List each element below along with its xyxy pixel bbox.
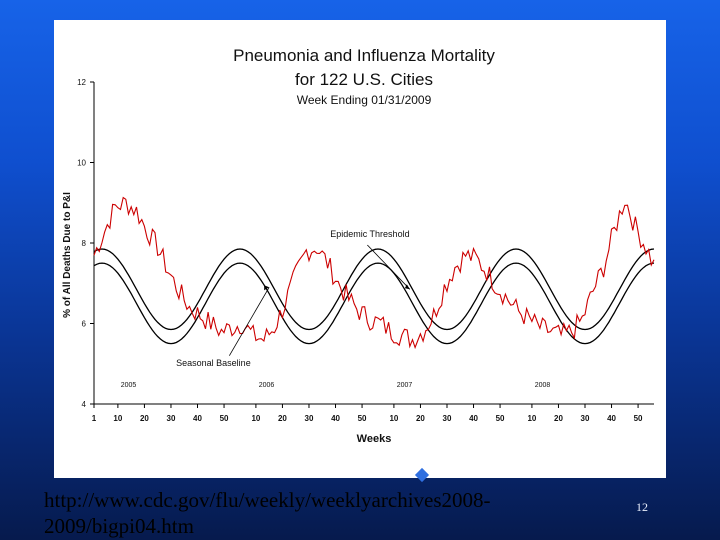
seasonal-baseline-annotation: Seasonal Baseline: [176, 358, 251, 368]
year-label: 2008: [535, 382, 551, 389]
x-tick-label: 40: [469, 414, 478, 423]
x-tick-label: 20: [278, 414, 287, 423]
x-tick-label: 40: [193, 414, 202, 423]
threshold-arrowhead: [404, 284, 410, 290]
epidemic-threshold-line: [93, 248, 655, 331]
x-tick-label: 20: [140, 414, 149, 423]
baseline-annotation-arrow: [229, 287, 270, 356]
threshold-annotation-arrow: [367, 244, 411, 290]
chart-panel: 4 6 8 10 12 1 10 20 30 40 50 10 20 30 40 50 10 20 30 40 50 10…: [54, 20, 666, 478]
x-tick-label: 10: [527, 414, 536, 423]
pi-mortality-chart: 4 6 8 10 12 1 10 20 30 40 50 10 20 30 40 50 10 20 30 40 50 10…: [62, 78, 655, 445]
observed-pi-line: [93, 196, 655, 350]
chart-title: Pneumonia and Influenza Mortality: [233, 46, 495, 65]
x-tick-label: 30: [167, 414, 176, 423]
x-tick-label: 40: [607, 414, 616, 423]
source-url-line2: 2009/bigpi04.htm: [44, 514, 194, 538]
y-tick-label: 12: [77, 78, 86, 87]
source-url-line1: http://www.cdc.gov/flu/weekly/weeklyarch…: [44, 488, 491, 512]
x-tick-label: 20: [416, 414, 425, 423]
slide-number: 12: [636, 500, 648, 514]
year-label: 2005: [121, 382, 137, 389]
x-tick-label: 50: [634, 414, 643, 423]
year-label: 2006: [259, 382, 275, 389]
x-tick-label: 30: [443, 414, 452, 423]
seasonal-baseline-line: [93, 262, 655, 345]
source-url-link[interactable]: http://www.cdc.gov/flu/weekly/weeklyarch…: [44, 487, 604, 539]
x-tick-label: 50: [220, 414, 229, 423]
x-tick-label: 10: [389, 414, 398, 423]
x-tick-label: 50: [496, 414, 505, 423]
epidemic-threshold-annotation: Epidemic Threshold: [330, 229, 409, 239]
x-tick-label: 30: [305, 414, 314, 423]
x-tick-label: 20: [554, 414, 563, 423]
x-tick-label: 10: [113, 414, 122, 423]
x-tick-label: 30: [581, 414, 590, 423]
x-tick-label: 10: [251, 414, 260, 423]
x-tick-label: 40: [331, 414, 340, 423]
x-tick-label: 50: [358, 414, 367, 423]
year-label: 2007: [397, 382, 413, 389]
x-axis-title: Weeks: [357, 433, 392, 445]
y-tick-label: 8: [82, 239, 87, 248]
baseline-arrowhead: [264, 285, 270, 291]
y-tick-label: 6: [82, 320, 87, 329]
y-tick-label: 4: [82, 400, 87, 409]
chart-title-line2: for 122 U.S. Cities: [295, 70, 433, 89]
x-tick-label: 1: [92, 414, 97, 423]
chart-subtitle: Week Ending 01/31/2009: [296, 93, 432, 107]
y-tick-label: 10: [77, 159, 86, 168]
y-axis-title: % of All Deaths Due to P&I: [62, 192, 73, 318]
